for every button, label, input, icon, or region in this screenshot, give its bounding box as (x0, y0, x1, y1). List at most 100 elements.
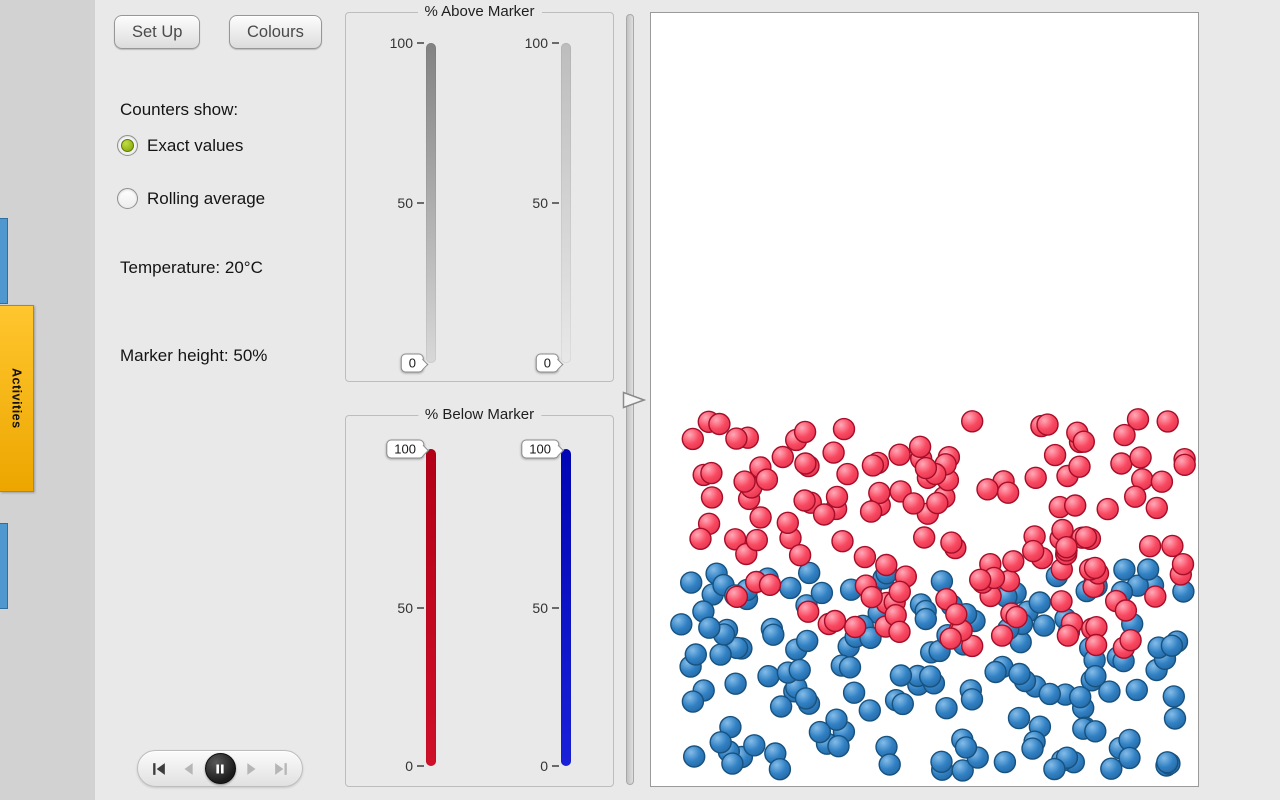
step-forward-button[interactable] (240, 757, 264, 781)
blue-particle (960, 688, 984, 711)
blue-particle (878, 753, 901, 776)
blue-particle (768, 758, 792, 781)
blue-particle (1021, 737, 1044, 760)
blue-particle (779, 576, 802, 600)
red-particle (1055, 536, 1078, 559)
red-particle (1050, 590, 1073, 613)
blue-particle (984, 660, 1007, 684)
radio-row-rolling-average: Rolling average (117, 188, 265, 209)
red-above-gauge-tick-50 (417, 202, 424, 204)
red-above-gauge-value: 0 (400, 353, 424, 373)
blue-particle (1043, 757, 1066, 781)
red-below-gauge-tick-0 (417, 765, 424, 767)
simulation-svg (670, 408, 1196, 782)
blue-particle (1069, 686, 1092, 709)
blue-particle (788, 658, 811, 682)
blue-particle (1118, 746, 1141, 770)
blue-particle (858, 699, 882, 722)
blue-above-gauge-track (561, 43, 571, 363)
red-particle (1129, 446, 1152, 469)
blue-particle (709, 643, 732, 666)
blue-below-gauge-tick-0 (552, 765, 559, 767)
blue-particle (1156, 751, 1179, 774)
above-marker-panel: % Above Marker 10050001005000 (345, 3, 614, 382)
blue-particle (743, 734, 766, 757)
red-particle (843, 615, 867, 639)
blue-particle (683, 745, 706, 768)
red-particle (860, 585, 883, 609)
red-particle (771, 445, 795, 469)
blue-above-gauge-scale-50: 50 (532, 195, 548, 211)
colours-button[interactable]: Colours (229, 15, 322, 49)
red-particle (1171, 553, 1195, 576)
blue-particle (1038, 682, 1061, 706)
blue-particle (935, 697, 958, 720)
red-particle (700, 461, 723, 485)
red-particle (1043, 443, 1067, 467)
marker-height-slider-handle[interactable] (622, 390, 646, 409)
skip-to-start-button[interactable] (147, 757, 171, 781)
activities-tab[interactable]: Activities (0, 305, 34, 492)
red-particle (1064, 494, 1087, 517)
red-particle (1024, 466, 1047, 489)
red-particle (1072, 430, 1095, 453)
red-particle (908, 435, 932, 458)
red-particle (1002, 550, 1025, 573)
red-particle (689, 527, 712, 550)
blue-particle (827, 735, 850, 758)
blue-particle (769, 695, 793, 718)
left-edge-tab-lower[interactable] (0, 523, 8, 609)
blue-particle (797, 561, 821, 585)
red-particle (1083, 556, 1107, 580)
red-particle (961, 410, 984, 433)
red-particle (1113, 423, 1136, 447)
red-particle (1056, 624, 1080, 647)
red-particle (749, 506, 772, 529)
below-marker-panel: % Below Marker 100500100100500100 (345, 406, 614, 787)
red-particle (1126, 408, 1150, 431)
red-below-gauge-value: 100 (386, 439, 424, 459)
counters-show-label: Counters show: (120, 100, 239, 119)
blue-particle (794, 687, 818, 710)
blue-below-gauge-track (561, 449, 571, 766)
radio-label-rolling-average: Rolling average (147, 188, 266, 208)
red-particle (1114, 599, 1138, 622)
red-particle (1124, 485, 1147, 508)
red-below-gauge-scale-0: 0 (405, 758, 413, 774)
left-edge-tab-upper[interactable] (0, 218, 8, 304)
temperature-label: Temperature: 20°C (120, 258, 263, 277)
radio-rolling-average[interactable] (117, 188, 138, 209)
blue-particle (842, 681, 866, 704)
red-particle (888, 443, 911, 466)
red-above-gauge-scale-100: 100 (389, 35, 413, 51)
radio-row-exact-values: Exact values (117, 135, 243, 156)
red-particle (745, 528, 769, 552)
red-particle (725, 427, 748, 450)
red-below-gauge-track (426, 449, 436, 766)
red-above-gauge-track (426, 43, 436, 363)
blue-below-gauge-tick-50 (552, 606, 559, 609)
set-up-button[interactable]: Set Up (114, 15, 201, 49)
red-particle (733, 470, 756, 493)
blue-particle (1100, 757, 1123, 780)
red-particle (832, 417, 856, 441)
red-particle (1150, 470, 1174, 493)
blue-particle (919, 665, 942, 688)
blue-particle (670, 613, 693, 636)
marker-height-label: Marker height: 50% (120, 346, 268, 365)
red-particle (708, 412, 731, 436)
red-particle (812, 503, 836, 526)
radio-exact-values[interactable] (117, 135, 138, 156)
red-particle (902, 492, 925, 515)
blue-particle (810, 581, 834, 605)
blue-particle (1098, 680, 1121, 703)
skip-to-start-icon (153, 762, 165, 775)
step-back-button[interactable] (176, 757, 200, 781)
red-above-gauge-scale-50: 50 (397, 195, 413, 211)
blue-particle (1162, 685, 1185, 708)
skip-to-end-button[interactable] (269, 757, 293, 781)
red-particle (1138, 535, 1162, 558)
pause-button[interactable] (204, 753, 236, 784)
red-below-gauge-scale-50: 50 (397, 599, 413, 616)
blue-particle (1136, 558, 1160, 581)
